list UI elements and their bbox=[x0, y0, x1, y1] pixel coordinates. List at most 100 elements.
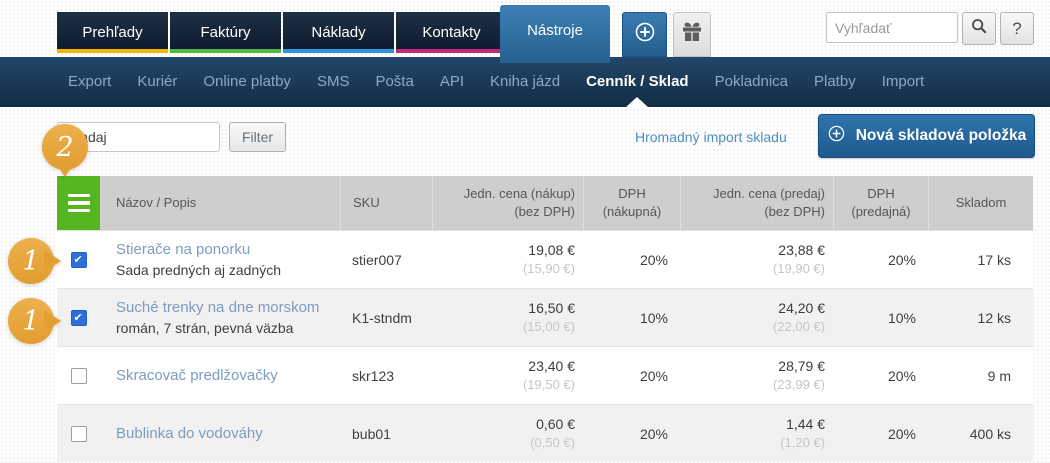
annotation-step-badge: 1 bbox=[8, 238, 61, 284]
tab-label: Prehľady bbox=[82, 24, 143, 41]
top-navigation: Prehľady Faktúry Náklady Kontakty Nástro… bbox=[0, 0, 1050, 63]
table-row: Suché trenky na dne morskom román, 7 str… bbox=[57, 288, 1033, 346]
gift-button[interactable] bbox=[673, 12, 711, 57]
row-checkbox[interactable] bbox=[70, 251, 87, 268]
buy-price-alt: (15,00 €) bbox=[522, 319, 575, 334]
tab-nastroje[interactable]: Nástroje bbox=[500, 5, 610, 63]
select-all-menu-button[interactable] bbox=[57, 176, 100, 230]
sell-price: 24,20 € bbox=[778, 300, 825, 316]
subnav-item-pokladnica[interactable]: Pokladnica bbox=[714, 73, 788, 90]
item-sku: stier007 bbox=[352, 251, 402, 268]
item-name-link[interactable]: Skracovač predlžovačky bbox=[116, 367, 278, 384]
plus-circle-icon bbox=[827, 124, 846, 148]
sell-price-alt: (23,99 €) bbox=[772, 377, 825, 392]
item-sku: bub01 bbox=[352, 425, 391, 442]
tab-label: Náklady bbox=[311, 24, 366, 41]
buy-price-alt: (0,50 €) bbox=[530, 435, 575, 450]
magnifier-icon bbox=[970, 17, 988, 40]
buy-vat: 10% bbox=[639, 309, 668, 326]
annotation-step-badge: 2 bbox=[42, 124, 88, 177]
buy-vat: 20% bbox=[639, 425, 668, 442]
buy-vat: 20% bbox=[639, 367, 668, 384]
gift-icon bbox=[680, 20, 704, 49]
sell-price-alt: (19,90 €) bbox=[772, 261, 825, 276]
hamburger-menu-icon bbox=[67, 193, 90, 213]
help-button[interactable]: ? bbox=[1000, 12, 1034, 45]
header-name[interactable]: Názov / Popis bbox=[116, 195, 197, 210]
item-sku: K1-stndm bbox=[352, 309, 412, 326]
row-checkbox[interactable] bbox=[70, 425, 87, 442]
plus-circle-icon bbox=[633, 20, 657, 49]
tab-faktury[interactable]: Faktúry bbox=[170, 12, 281, 53]
subnav-item-posta[interactable]: Pošta bbox=[375, 73, 414, 90]
sell-vat: 20% bbox=[887, 251, 916, 268]
sell-price-alt: (1,20 €) bbox=[780, 435, 825, 450]
tab-prehlady[interactable]: Prehľady bbox=[57, 12, 168, 53]
search-submit-button[interactable] bbox=[962, 12, 996, 45]
stock-amount: 12 ks bbox=[977, 309, 1011, 326]
tab-underline bbox=[283, 49, 394, 53]
bulk-import-link[interactable]: Hromadný import skladu bbox=[635, 129, 787, 145]
subnav-item-api[interactable]: API bbox=[439, 73, 464, 90]
annotation-step-badge: 1 bbox=[8, 298, 61, 344]
table-row: Skracovač predlžovačky skr123 23,40 € (19… bbox=[57, 346, 1033, 404]
tab-underline bbox=[170, 49, 281, 53]
subnav-item-kurier[interactable]: Kuriér bbox=[137, 73, 178, 90]
header-sku[interactable]: SKU bbox=[340, 176, 432, 230]
tab-underline bbox=[396, 49, 507, 53]
item-name-link[interactable]: Bublinka do vodováhy bbox=[116, 425, 263, 442]
subnav-item-export[interactable]: Export bbox=[68, 73, 112, 90]
sell-vat: 10% bbox=[887, 309, 916, 326]
sell-price: 28,79 € bbox=[778, 358, 825, 374]
table-header-row: Názov / Popis SKU Jedn. cena (nákup) (be… bbox=[57, 176, 1033, 230]
subnav-item-kniha-jazd[interactable]: Kniha jázd bbox=[490, 73, 561, 90]
new-stock-item-button[interactable]: Nová skladová položka bbox=[818, 114, 1035, 158]
global-search: ? bbox=[826, 12, 1034, 45]
tab-kontakty[interactable]: Kontakty bbox=[396, 12, 507, 53]
quick-add-button[interactable] bbox=[622, 12, 667, 57]
item-name-link[interactable]: Suché trenky na dne morskom bbox=[116, 298, 320, 316]
subnav-item-cennik-sklad[interactable]: Cenník / Sklad bbox=[573, 57, 702, 107]
sell-vat: 20% bbox=[887, 425, 916, 442]
buy-vat: 20% bbox=[639, 251, 668, 268]
global-search-input[interactable] bbox=[826, 12, 958, 43]
row-checkbox[interactable] bbox=[70, 367, 87, 384]
subnav-item-platby[interactable]: Platby bbox=[814, 73, 856, 90]
sell-price-alt: (22,00 €) bbox=[772, 319, 825, 334]
tab-label: Faktúry bbox=[200, 24, 251, 41]
buy-price: 19,08 € bbox=[528, 242, 575, 258]
header-buy-vat[interactable]: DPH (nákupná) bbox=[583, 176, 680, 230]
new-stock-item-label: Nová skladová položka bbox=[855, 127, 1027, 144]
buy-price-alt: (19,50 €) bbox=[522, 377, 575, 392]
sell-price: 23,88 € bbox=[778, 242, 825, 258]
header-sell-price[interactable]: Jedn. cena (predaj) (bez DPH) bbox=[680, 176, 833, 230]
tab-underline bbox=[57, 49, 168, 53]
item-description: Sada predných aj zadných bbox=[116, 261, 281, 278]
buy-price: 0,60 € bbox=[536, 416, 575, 432]
tab-label: Nástroje bbox=[527, 21, 583, 39]
header-stock[interactable]: Skladom bbox=[928, 176, 1033, 230]
stock-items-table: Názov / Popis SKU Jedn. cena (nákup) (be… bbox=[57, 176, 1033, 462]
filter-button[interactable]: Filter bbox=[229, 122, 286, 152]
table-row: Stierače na ponorku Sada predných aj zad… bbox=[57, 230, 1033, 288]
subnav-item-sms[interactable]: SMS bbox=[316, 73, 350, 90]
sell-price: 1,44 € bbox=[786, 416, 825, 432]
tab-naklady[interactable]: Náklady bbox=[283, 12, 394, 53]
buy-price: 16,50 € bbox=[528, 300, 575, 316]
item-name-link[interactable]: Stierače na ponorku bbox=[116, 240, 251, 258]
buy-price: 23,40 € bbox=[528, 358, 575, 374]
table-row: Bublinka do vodováhy bub01 0,60 € (0,50 €… bbox=[57, 404, 1033, 462]
stock-amount: 400 ks bbox=[969, 425, 1011, 442]
stock-amount: 9 m bbox=[987, 367, 1011, 384]
row-checkbox[interactable] bbox=[70, 309, 87, 326]
header-sell-vat[interactable]: DPH (predajná) bbox=[833, 176, 928, 230]
tab-label: Kontakty bbox=[422, 24, 481, 41]
buy-price-alt: (15,90 €) bbox=[522, 261, 575, 276]
sell-vat: 20% bbox=[887, 367, 916, 384]
subnav-item-online-platby[interactable]: Online platby bbox=[203, 73, 291, 90]
item-description: román, 7 strán, pevná väzba bbox=[116, 319, 294, 336]
stock-amount: 17 ks bbox=[977, 251, 1011, 268]
header-buy-price[interactable]: Jedn. cena (nákup) (bez DPH) bbox=[432, 176, 583, 230]
subnav-item-import[interactable]: Import bbox=[881, 73, 925, 90]
